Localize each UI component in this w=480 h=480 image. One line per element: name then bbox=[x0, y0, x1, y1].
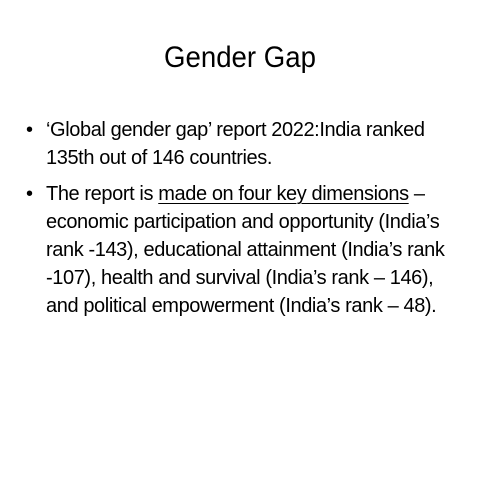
bullet-icon: • bbox=[26, 119, 33, 141]
bullet-text-underlined: made on four key dimensions bbox=[158, 183, 409, 205]
bullet-text-prefix: The report is bbox=[46, 183, 159, 205]
bullet-list: • ‘Global gender gap’ report 2022:India … bbox=[24, 116, 464, 328]
bullet-text: ‘Global gender gap’ report 2022:India ra… bbox=[46, 119, 425, 169]
bullet-icon: • bbox=[26, 183, 33, 205]
slide-title: Gender Gap bbox=[164, 41, 316, 74]
bullet-text-suffix: – economic participation and opportunity… bbox=[46, 183, 445, 317]
bullet-item-report-rank: • ‘Global gender gap’ report 2022:India … bbox=[24, 116, 464, 172]
bullet-item-dimensions: • The report is made on four key dimensi… bbox=[24, 180, 464, 320]
